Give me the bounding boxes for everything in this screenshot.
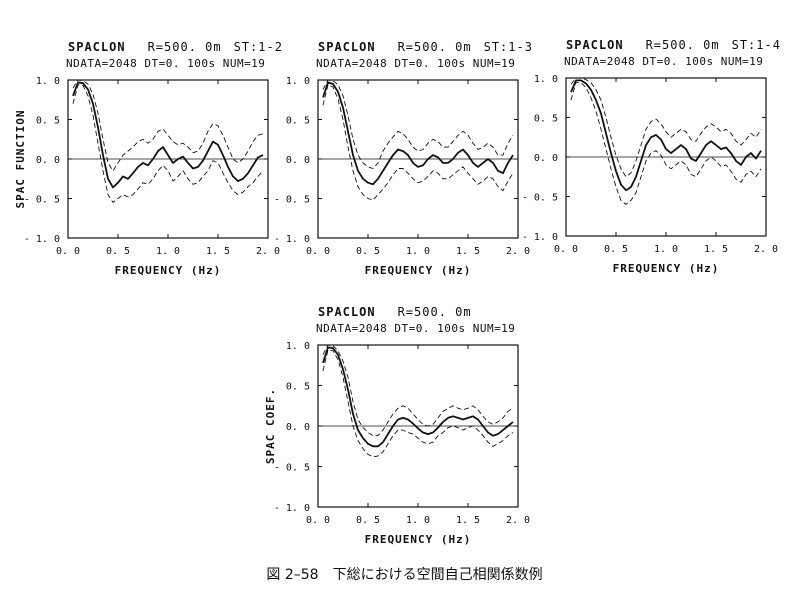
y-tick-label: 0. 5 bbox=[286, 116, 310, 127]
y-tick-label: 1. 0 bbox=[286, 76, 310, 87]
plot-title-station: ST:1-4 bbox=[731, 38, 781, 52]
plot-title-radius: R=500. 0m bbox=[397, 40, 472, 54]
plot-title: SPACLON R=500. 0m ST:1-2 bbox=[68, 40, 283, 54]
plot-title-station: ST:1-2 bbox=[233, 40, 283, 54]
plot-title: SPACLON R=500. 0m ST:1-4 bbox=[566, 38, 781, 52]
plot-title-station: ST:1-3 bbox=[483, 40, 533, 54]
y-tick-label: - 1. 0 bbox=[274, 234, 310, 245]
x-axis-label: FREQUENCY (Hz) bbox=[613, 262, 720, 275]
y-tick-label: 0. 5 bbox=[534, 114, 558, 125]
series-line-lower bbox=[322, 84, 514, 201]
x-tick-label: 0. 5 bbox=[604, 244, 628, 255]
series-line-mean bbox=[322, 81, 514, 186]
series-line-mean bbox=[72, 81, 264, 189]
x-tick-label: 0. 0 bbox=[56, 246, 80, 257]
plot-title-radius: R=500. 0m bbox=[147, 40, 222, 54]
series-line-mean bbox=[322, 346, 514, 448]
x-tick-label: 1. 0 bbox=[406, 515, 430, 526]
x-tick-label: 2. 0 bbox=[506, 246, 530, 257]
y-tick-label: 0. 0 bbox=[36, 155, 60, 166]
y-tick-label: 0. 0 bbox=[286, 155, 310, 166]
y-tick-label: - 1. 0 bbox=[24, 234, 60, 245]
y-tick-label: - 0. 5 bbox=[522, 193, 558, 204]
plot-subtitle: NDATA=2048 DT=0. 100s NUM=19 bbox=[316, 322, 516, 335]
x-axis-label: FREQUENCY (Hz) bbox=[115, 264, 222, 277]
series-line-upper bbox=[322, 79, 514, 169]
series-line-upper bbox=[72, 79, 264, 172]
x-tick-label: 1. 5 bbox=[704, 244, 728, 255]
x-tick-label: 0. 0 bbox=[306, 246, 330, 257]
plot-title: SPACLON R=500. 0m bbox=[318, 305, 484, 319]
y-tick-label: 0. 5 bbox=[286, 382, 310, 393]
y-tick-label: 1. 0 bbox=[36, 76, 60, 87]
x-tick-label: 0. 0 bbox=[306, 515, 330, 526]
x-axis-label: FREQUENCY (Hz) bbox=[365, 533, 472, 546]
x-tick-label: 0. 5 bbox=[356, 246, 380, 257]
y-tick-label: 1. 0 bbox=[534, 74, 558, 85]
y-tick-label: - 1. 0 bbox=[522, 232, 558, 243]
x-axis-label: FREQUENCY (Hz) bbox=[365, 264, 472, 277]
x-tick-label: 1. 5 bbox=[456, 515, 480, 526]
series-line-upper bbox=[322, 344, 514, 437]
y-tick-label: 1. 0 bbox=[286, 341, 310, 352]
x-tick-label: 2. 0 bbox=[256, 246, 280, 257]
plot-subtitle: NDATA=2048 DT=0. 100s NUM=19 bbox=[66, 57, 266, 70]
y-axis-label: SPAC COEF. bbox=[264, 388, 277, 464]
x-tick-label: 2. 0 bbox=[754, 244, 778, 255]
series-line-lower bbox=[570, 82, 762, 205]
plot-title-name: SPACLON bbox=[318, 40, 376, 54]
series-line-upper bbox=[570, 77, 762, 178]
y-tick-label: 0. 0 bbox=[286, 422, 310, 433]
x-tick-label: 1. 0 bbox=[654, 244, 678, 255]
x-tick-label: 1. 5 bbox=[456, 246, 480, 257]
y-axis-label: SPAC FUNCTION bbox=[14, 109, 27, 208]
x-tick-label: 1. 0 bbox=[406, 246, 430, 257]
series-line-lower bbox=[72, 84, 264, 203]
plot-title-name: SPACLON bbox=[68, 40, 126, 54]
y-tick-label: - 0. 5 bbox=[274, 195, 310, 206]
x-tick-label: 0. 0 bbox=[554, 244, 578, 255]
y-tick-label: - 0. 5 bbox=[24, 195, 60, 206]
y-tick-label: - 0. 5 bbox=[274, 463, 310, 474]
figure-caption: 図 2–58 下総における空間自己相関係数例 bbox=[266, 567, 543, 583]
x-tick-label: 0. 5 bbox=[356, 515, 380, 526]
plot-title: SPACLON R=500. 0m ST:1-3 bbox=[318, 40, 533, 54]
plot-title-radius: R=500. 0m bbox=[645, 38, 720, 52]
series-line-mean bbox=[570, 79, 762, 192]
y-tick-label: - 1. 0 bbox=[274, 503, 310, 514]
y-tick-label: 0. 5 bbox=[36, 116, 60, 127]
plot-title-radius: R=500. 0m bbox=[397, 305, 472, 319]
x-tick-label: 1. 5 bbox=[206, 246, 230, 257]
plot-subtitle: NDATA=2048 DT=0. 100s NUM=19 bbox=[564, 55, 764, 68]
x-tick-label: 2. 0 bbox=[506, 515, 530, 526]
y-tick-label: 0. 0 bbox=[534, 153, 558, 164]
series-line-lower bbox=[322, 349, 514, 458]
plot-title-name: SPACLON bbox=[318, 305, 376, 319]
plot-subtitle: NDATA=2048 DT=0. 100s NUM=19 bbox=[316, 57, 516, 70]
x-tick-label: 0. 5 bbox=[106, 246, 130, 257]
x-tick-label: 1. 0 bbox=[156, 246, 180, 257]
plot-title-name: SPACLON bbox=[566, 38, 624, 52]
